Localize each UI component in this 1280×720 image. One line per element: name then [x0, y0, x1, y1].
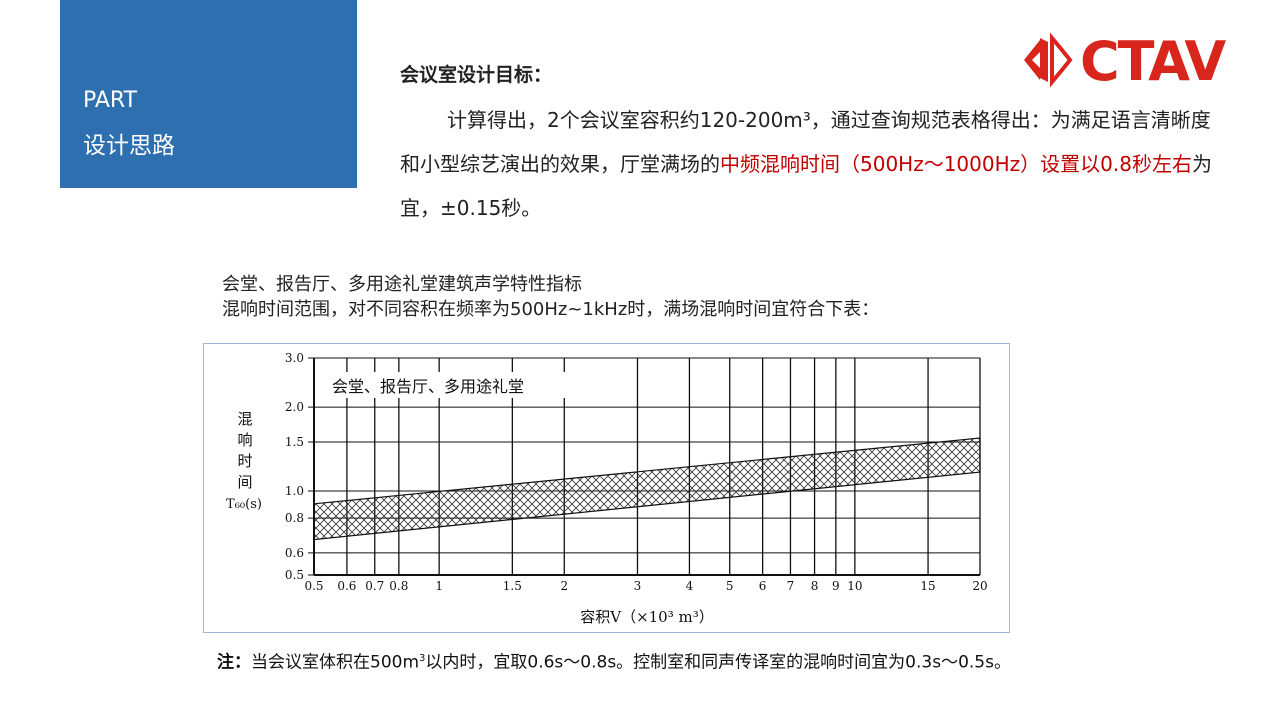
y-tick-label: 0.5 — [285, 568, 304, 582]
x-tick-label: 10 — [847, 579, 862, 593]
note-text-1: 当会议室体积在500m — [251, 652, 420, 673]
reverb-band-area — [313, 437, 981, 541]
y-tick-label: 3.0 — [285, 351, 304, 365]
x-tick-label: 0.6 — [337, 579, 356, 593]
ctav-logo: CTAV — [1024, 30, 1228, 90]
note-superscript: 3 — [419, 653, 426, 664]
x-tick-label: 0.8 — [389, 579, 408, 593]
design-goal-paragraph: 计算得出，2个会议室容积约120-200m³，通过查询规范表格得出：为满足语言清… — [400, 98, 1230, 230]
note-label: 注： — [217, 652, 251, 673]
design-goal-heading: 会议室设计目标： — [400, 64, 553, 86]
x-tick-label: 6 — [759, 579, 767, 593]
y-axis-label: 混 — [237, 410, 252, 428]
chart-title: 会堂、报告厅、多用途礼堂 — [332, 377, 524, 396]
x-tick-label: 20 — [972, 579, 987, 593]
chart-caption-desc: 混响时间范围，对不同容积在频率为500Hz~1kHz时，满场混响时间宜符合下表： — [222, 299, 880, 320]
y-axis-label: T₆₀(s) — [226, 497, 262, 512]
note-text-2: 以内时，宜取0.6s～0.8s。控制室和同声传译室的混响时间宜为0.3s～0.5… — [425, 652, 1011, 673]
x-tick-label: 9 — [832, 579, 840, 593]
part-section-box: PART 设计思路 — [60, 0, 357, 188]
y-axis-label: 间 — [237, 473, 252, 491]
y-tick-label: 0.6 — [285, 546, 304, 560]
y-tick-label: 0.8 — [285, 511, 304, 525]
paragraph-text-1: 计算得出，2个会议室容积约120-200m³，通过查询规范表格得出：为满足语言清… — [400, 108, 1211, 176]
x-tick-label: 3 — [634, 579, 642, 593]
x-tick-label: 8 — [811, 579, 819, 593]
logo-text: CTAV — [1080, 30, 1226, 90]
x-tick-label: 0.7 — [365, 579, 384, 593]
reverb-chart-frame: 0.5 0.6 0.7 0.8 1 1.5 2 3 4 5 6 7 8 9 10 15 20 0.5 0.6 0.8 1… — [203, 343, 1010, 633]
x-tick-label: 4 — [686, 579, 694, 593]
x-tick-label: 1 — [435, 579, 443, 593]
y-tick-label: 1.5 — [285, 435, 304, 449]
section-title: 设计思路 — [83, 133, 175, 159]
x-tick-label: 1.5 — [503, 579, 522, 593]
y-tick-label: 1.0 — [285, 484, 304, 498]
x-tick-label: 0.5 — [304, 579, 323, 593]
y-axis-label: 响 — [237, 431, 252, 449]
paragraph-text-2: 为宜，±0.15秒。 — [400, 152, 1212, 220]
x-tick-label: 15 — [920, 579, 935, 593]
x-tick-label: 7 — [787, 579, 795, 593]
chart-title-bg — [326, 372, 606, 398]
chart-note: 注：当会议室体积在500m3以内时，宜取0.6s～0.8s。控制室和同声传译室的… — [217, 646, 1057, 676]
chart-caption-title: 会堂、报告厅、多用途礼堂建筑声学特性指标 — [222, 274, 582, 295]
part-label: PART — [83, 88, 138, 113]
x-tick-label: 5 — [726, 579, 734, 593]
x-axis-label: 容积V（×10³ m³） — [580, 608, 714, 626]
x-tick-label: 2 — [560, 579, 568, 593]
paragraph-highlight: 中频混响时间（500Hz～1000Hz）设置以0.8秒左右 — [720, 152, 1192, 176]
y-axis-label: 时 — [237, 452, 252, 470]
reverb-time-chart: 0.5 0.6 0.7 0.8 1 1.5 2 3 4 5 6 7 8 9 10 15 20 0.5 0.6 0.8 1… — [226, 351, 988, 626]
y-tick-label: 2.0 — [285, 400, 304, 414]
